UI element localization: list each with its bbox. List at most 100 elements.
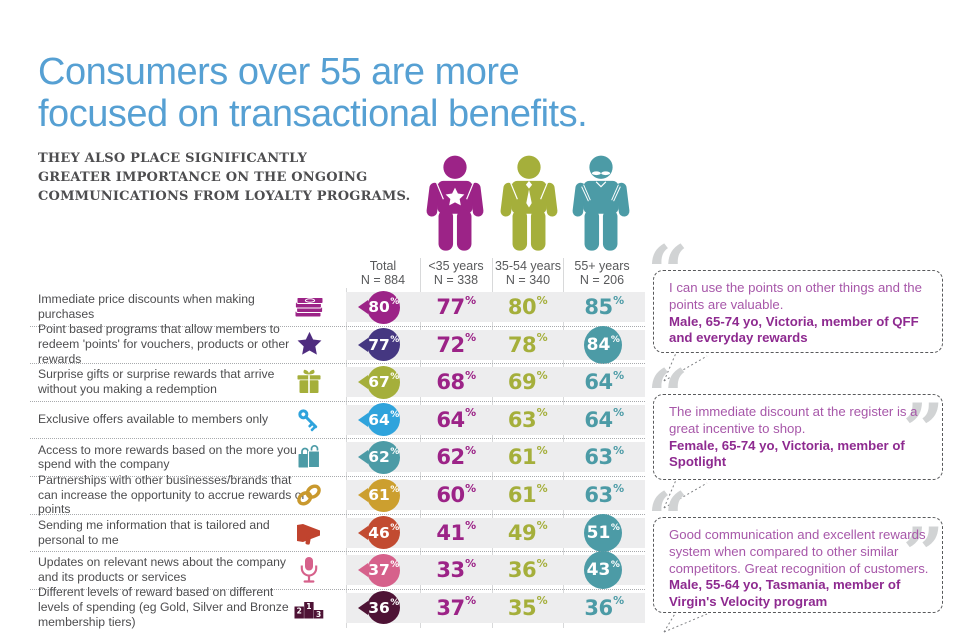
- column-header-under-35: <35 years N = 338: [411, 259, 501, 288]
- quote-bubble: The immediate discount at the register i…: [653, 394, 943, 480]
- highlighted-value-circle: 43%: [584, 551, 622, 590]
- cell-value: 64: [584, 407, 613, 432]
- total-value: 36: [368, 598, 390, 617]
- percent-sign: %: [465, 481, 477, 495]
- title-line-2: focused on transactional benefits.: [38, 92, 588, 135]
- person-star-icon: [424, 154, 486, 258]
- row-label: Access to more rewards based on the more…: [38, 442, 297, 472]
- total-value-badge: 61%: [367, 478, 400, 512]
- chain-link-icon: [292, 478, 326, 512]
- percent-sign: %: [465, 293, 477, 307]
- svg-text:3: 3: [316, 610, 321, 619]
- speech-tail: [663, 352, 708, 382]
- percent-sign: %: [536, 331, 548, 345]
- value-cell: 63%: [492, 405, 563, 435]
- percent-sign: %: [465, 368, 477, 382]
- value-cell: 63%: [563, 442, 645, 472]
- percent-sign: %: [390, 560, 400, 571]
- column-n: N = 338: [433, 273, 479, 288]
- row-separator: [30, 551, 645, 553]
- cell-value: 85: [584, 295, 613, 319]
- percent-sign: %: [465, 331, 477, 345]
- total-value: 77: [368, 335, 390, 354]
- total-value: 61: [368, 486, 390, 504]
- percent-sign: %: [613, 368, 625, 382]
- percent-sign: %: [536, 594, 548, 608]
- page-subtitle: THEY ALSO PLACE SIGNIFICANTLY GREATER IM…: [38, 150, 410, 207]
- quote-text: The immediate discount at the register i…: [669, 404, 918, 436]
- percent-sign: %: [465, 406, 477, 420]
- total-value-badge: 64%: [367, 403, 400, 437]
- value-cell: 72%: [420, 330, 492, 360]
- total-value: 46: [368, 523, 390, 542]
- row-separator: [30, 476, 645, 477]
- cell-value: 36: [507, 558, 537, 583]
- column-n: N = 884: [360, 273, 406, 288]
- value-cell: 69%: [492, 367, 563, 397]
- total-value-badge: 37%: [367, 553, 400, 587]
- column-header-55-plus: 55+ years N = 206: [557, 259, 647, 288]
- quote-attribution: Female, 65-74 yo, Victoria, member of Sp…: [669, 437, 905, 470]
- column-header-35-54: 35-54 years N = 340: [483, 259, 573, 288]
- column-label: <35 years: [428, 259, 484, 273]
- value-cell: 85%: [563, 292, 645, 322]
- speech-tail: [663, 611, 708, 633]
- total-value-badge: 36%: [367, 591, 400, 625]
- cell-value: 84: [586, 334, 611, 355]
- row-separator: [30, 588, 645, 590]
- percent-sign: %: [536, 481, 548, 495]
- cell-value: 35: [507, 595, 537, 620]
- svg-text:2: 2: [297, 606, 302, 615]
- cell-value: 60: [436, 483, 465, 507]
- page-title: Consumers over 55 are more focused on tr…: [38, 51, 588, 136]
- cell-value: 61: [507, 483, 537, 507]
- value-cell: 64%: [420, 405, 492, 435]
- cell-value: 36: [584, 595, 613, 620]
- svg-text:1: 1: [306, 602, 311, 611]
- percent-sign: %: [465, 556, 477, 570]
- cell-value: 63: [507, 407, 537, 432]
- row-separator: [30, 400, 645, 402]
- column-label: 35-54 years: [494, 259, 561, 273]
- quote-text: Good communication and excellent rewards…: [669, 527, 929, 576]
- percent-sign: %: [390, 522, 400, 533]
- cell-value: 61: [507, 445, 537, 470]
- subtitle-line-1: THEY ALSO PLACE SIGNIFICANTLY: [38, 151, 308, 166]
- row-label: Immediate price discounts when making pu…: [38, 292, 255, 321]
- percent-sign: %: [610, 334, 620, 345]
- percent-sign: %: [613, 443, 625, 457]
- star-icon: [292, 328, 326, 362]
- cell-value: 62: [436, 445, 465, 470]
- value-cell: 60%: [420, 480, 492, 510]
- value-cell: 77%: [420, 292, 492, 322]
- total-value-badge: 77%: [367, 328, 400, 362]
- quote-bubble: Good communication and excellent rewards…: [653, 517, 943, 613]
- percent-sign: %: [536, 556, 548, 570]
- total-value-badge: 80%: [367, 290, 400, 324]
- cell-value: 49: [507, 520, 537, 545]
- column-header-total: Total N = 884: [338, 259, 428, 288]
- cell-value: 41: [436, 520, 465, 545]
- cell-value: 63: [584, 483, 613, 507]
- cell-value: 33: [436, 558, 465, 583]
- column-label: Total: [369, 259, 397, 273]
- row-label: Updates on relevant news about the compa…: [38, 555, 286, 585]
- cell-value: 78: [507, 332, 537, 357]
- shopping-bags-icon: [292, 440, 326, 474]
- column-n: N = 340: [505, 273, 551, 288]
- value-cell: 64%: [563, 367, 645, 397]
- cell-value: 51: [586, 522, 611, 543]
- value-cell: 68%: [420, 367, 492, 397]
- row-separator: [30, 438, 645, 440]
- value-cell: 61%: [492, 442, 563, 472]
- value-cell: 80%: [492, 292, 563, 322]
- cell-value: 80: [507, 295, 537, 319]
- total-value: 64: [368, 410, 390, 429]
- percent-sign: %: [390, 334, 400, 345]
- person-tie-icon: [498, 154, 560, 258]
- total-value-badge: 62%: [367, 440, 400, 474]
- value-cell: 78%: [492, 330, 563, 360]
- percent-sign: %: [613, 293, 625, 307]
